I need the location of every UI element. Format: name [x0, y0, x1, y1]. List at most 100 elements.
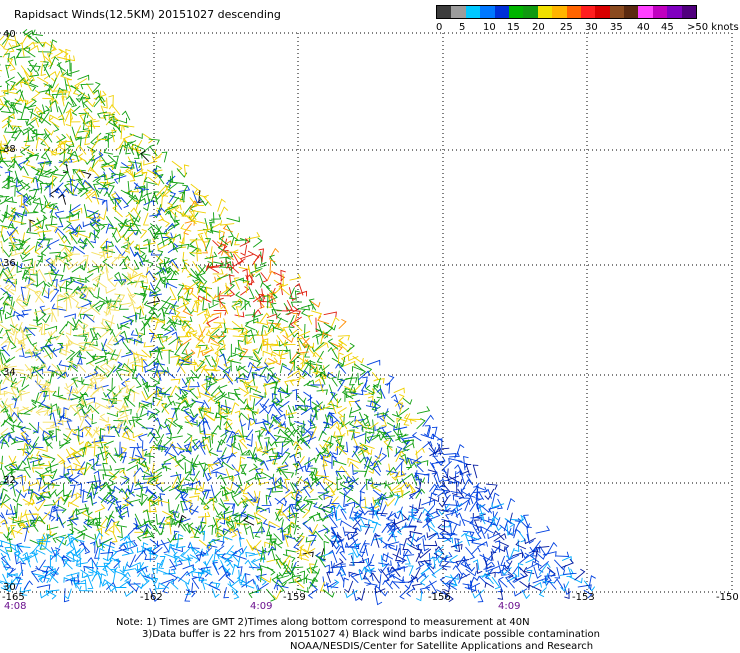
wind-barb [34, 204, 39, 213]
wind-barb [78, 300, 91, 309]
wind-barb [352, 447, 358, 457]
wind-barb [189, 382, 199, 387]
wind-barb [64, 588, 69, 601]
wind-barb [117, 370, 123, 381]
wind-barb [520, 581, 530, 587]
wind-barb [527, 527, 532, 541]
wind-barb [555, 567, 560, 578]
wind-barb [140, 285, 149, 290]
wind-barb [42, 98, 53, 103]
wind-barb [85, 98, 95, 106]
wind-barb [408, 566, 413, 576]
wind-barb [444, 538, 453, 543]
wind-barb [536, 526, 550, 533]
wind-barb [2, 118, 11, 128]
wind-barb [405, 555, 410, 564]
wind-barb [228, 393, 240, 398]
wind-barb [285, 350, 290, 359]
wind-barb [202, 580, 207, 590]
wind-barb [267, 535, 272, 548]
wind-barb [67, 421, 72, 430]
wind-barb [340, 416, 347, 429]
wind-barb [0, 57, 2, 66]
wind-barb [324, 478, 337, 485]
wind-barb [249, 358, 260, 366]
wind-barb [77, 277, 86, 282]
wind-barb [98, 297, 111, 304]
wind-barb [266, 589, 275, 601]
wind-barb [23, 528, 28, 542]
footnote-line: 3)Data buffer is 22 hrs from 20151027 4)… [116, 629, 600, 641]
wind-barb [267, 526, 272, 536]
wind-barb [332, 456, 337, 469]
wind-barb [134, 278, 148, 283]
wind-barb [44, 134, 52, 142]
wind-barb [148, 227, 157, 238]
wind-barb [46, 177, 57, 187]
wind-barb [300, 571, 305, 584]
wind-barb [168, 243, 178, 252]
wind-barb [207, 317, 219, 327]
wind-barb [27, 459, 32, 470]
wind-barb [306, 462, 311, 472]
wind-barb [212, 275, 220, 283]
wind-barb [198, 296, 211, 302]
wind-barb [143, 134, 153, 143]
wind-barb [439, 504, 450, 515]
wind-barb [344, 362, 355, 367]
wind-barb [56, 517, 64, 527]
wind-barb [403, 398, 412, 404]
wind-barb [71, 117, 81, 122]
wind-barb [0, 297, 4, 308]
wind-barb [212, 433, 217, 444]
wind-barb [401, 462, 406, 475]
wind-barb [64, 314, 75, 319]
wind-barb [112, 532, 117, 542]
wind-barb [274, 346, 288, 351]
wind-barb [3, 49, 8, 58]
wind-barb [227, 329, 240, 334]
wind-barb [64, 388, 73, 394]
wind-barb [520, 553, 529, 563]
wind-barb [3, 135, 8, 144]
wind-barb [334, 431, 345, 436]
wind-barb [246, 477, 256, 485]
wind-barb [93, 174, 105, 181]
wind-barb [385, 411, 395, 422]
wind-barb [471, 548, 480, 555]
wind-barb [247, 232, 259, 239]
wind-barb [282, 472, 294, 478]
wind-barb [267, 559, 278, 564]
wind-barb [292, 476, 302, 486]
lat-label-36: 36 [3, 258, 16, 269]
wind-barb [266, 431, 277, 441]
wind-barb [253, 238, 262, 247]
wind-barb [142, 267, 148, 278]
wind-barb [158, 500, 170, 505]
wind-barb [370, 573, 380, 583]
wind-barb [244, 524, 249, 535]
wind-barb [168, 241, 178, 252]
wind-barb [259, 480, 269, 485]
wind-barb [144, 342, 154, 347]
wind-barb [0, 190, 3, 196]
wind-barb [381, 505, 386, 516]
wind-barb [227, 453, 236, 463]
wind-barb [266, 454, 279, 461]
wind-barb [395, 394, 404, 406]
wind-barb [449, 459, 463, 464]
wind-barb [104, 192, 114, 204]
wind-barb [147, 183, 152, 194]
wind-barb [130, 358, 143, 363]
wind-barb [358, 588, 365, 600]
wind-barb [42, 476, 49, 486]
wind-barb [291, 302, 302, 307]
wind-barb [84, 534, 95, 539]
wind-barb [430, 484, 438, 491]
wind-barb [184, 223, 192, 234]
wind-barb [375, 536, 380, 548]
wind-barb [45, 186, 50, 198]
wind-barb [22, 176, 34, 183]
wind-barb [6, 77, 15, 85]
wind-barb [68, 406, 78, 415]
